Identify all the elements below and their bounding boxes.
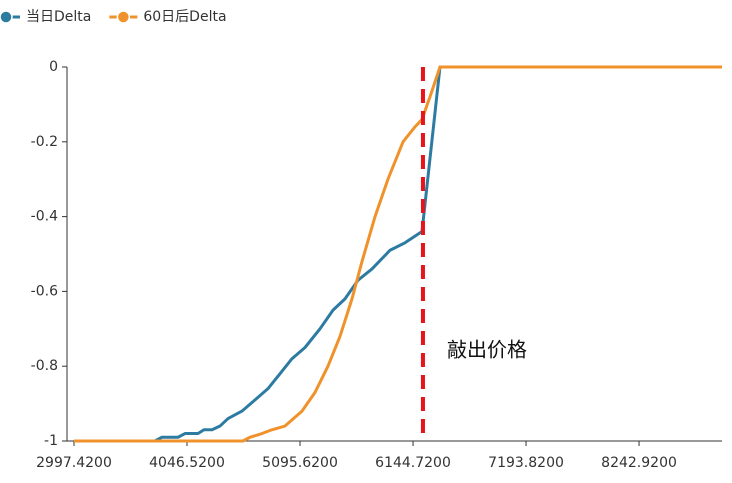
x-tick-label: 5095.6200 — [262, 455, 338, 471]
y-tick-label: 0 — [49, 59, 58, 75]
x-tick-label: 7193.8200 — [488, 455, 564, 471]
x-tick-label: 4046.5200 — [149, 455, 225, 471]
x-tick-label: 6144.7200 — [375, 455, 451, 471]
line — [74, 65, 722, 443]
legend-marker — [116, 10, 131, 24]
y-tick-label: -0.4 — [31, 209, 58, 225]
x-tick-label: 2997.4200 — [36, 455, 112, 471]
line — [74, 65, 722, 443]
y-tick-label: -0.2 — [31, 134, 58, 150]
y-tick-label: -0.6 — [31, 283, 58, 299]
y-tick-label: -0.8 — [31, 358, 58, 374]
legend-label[interactable]: 60日后Delta — [143, 9, 226, 25]
legend-label[interactable]: 当日Delta — [26, 9, 91, 25]
x-tick-label: 8242.9200 — [601, 455, 677, 471]
y-tick-label: -1 — [44, 433, 58, 449]
legend-marker — [0, 10, 13, 24]
annotation-label: 敲出价格 — [447, 338, 527, 362]
